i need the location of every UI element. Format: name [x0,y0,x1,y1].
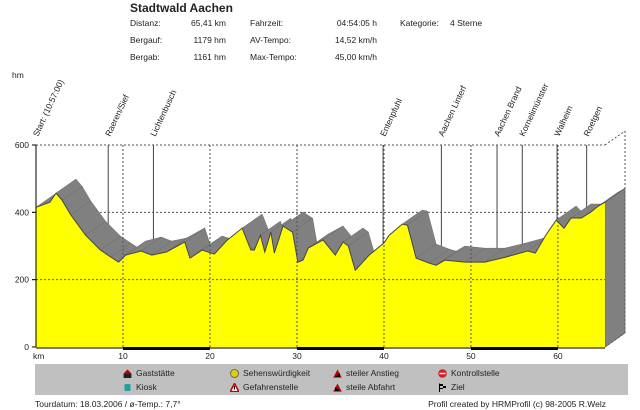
stat-label: Bergab: [130,52,160,62]
x-tick-label: 60 [553,351,563,361]
tour-date: Tourdatum: 18.03.2006 / ø-Temp.: 7,7° [35,399,181,409]
danger-icon [230,382,239,392]
waypoint-label: Raeren/Sief [103,92,131,137]
legend-label: steile Abfahrt [346,382,396,392]
x-axis-label: km [33,351,44,361]
stat-value: 04:54:05 h [336,18,377,28]
sight-icon [230,368,239,378]
y-tick-label: 400 [15,207,29,217]
waypoint-label: Lichtenbusch [148,88,178,138]
waypoint-label: Roetgen [581,104,604,138]
legend-label: Gefahrenstelle [243,382,299,392]
x-tick-label: 10 [118,351,128,361]
legend-label: steiler Anstieg [346,368,399,378]
legend: Gaststätte Kiosk Sehenswürdigkeit Gefahr… [35,364,628,395]
gridline-depth [604,130,626,146]
y-tick-label: 600 [15,140,29,150]
stat-value: 45,00 km/h [334,52,377,62]
x-tick-label: 20 [205,351,215,361]
house-icon [123,369,132,378]
legend-label: Ziel [451,382,465,392]
legend-item: steiler Anstieg [333,368,399,378]
steep-down-icon [333,383,342,392]
legend-item: Gaststätte [123,368,175,378]
stat-value: 14,52 km/h [334,35,377,45]
x-tick-label: 40 [379,351,389,361]
legend-item: steile Abfahrt [333,382,395,392]
stat-value: 1161 hm [193,52,226,62]
elevation-line [35,192,606,272]
stat-label: Distanz: [130,18,161,28]
x-tick-label: 30 [292,351,302,361]
legend-label: Sehenswürdigkeit [243,368,311,378]
y-tick-label: 0 [24,342,29,352]
x-tick-label: 50 [466,351,476,361]
x-axis-segment [122,347,210,350]
x-axis-segment [296,347,384,350]
waypoint-label: Entenpfuhl [378,97,404,138]
legend-item: Kiosk [123,382,157,392]
stop-icon [438,368,447,378]
stat-label: AV-Tempo: [250,35,291,45]
credits: Profil created by HRMProfil (c) 98-2005 … [428,399,606,409]
y-tick-label: 200 [15,275,29,285]
legend-item: Gefahrenstelle [230,382,298,392]
stat-value: 4 Sterne [450,18,483,28]
legend-item: Ziel [438,382,465,392]
stat-label: Max-Tempo: [250,52,297,62]
waypoint-label: Walheim [552,104,575,138]
stat-label: Kategorie: [400,18,439,28]
steep-up-icon [333,369,342,378]
legend-item: Kontrollstelle [438,368,500,378]
elevation-area [36,193,605,347]
finish-flag-icon [439,383,446,392]
kiosk-icon [124,383,131,391]
legend-item: Sehenswürdigkeit [230,368,310,378]
stat-label: Fahrzeit: [250,18,284,28]
legend-label: Gaststätte [136,368,175,378]
profile-side-face [604,187,626,348]
x-axis-segment [470,347,558,350]
waypoint-label: Aachen Linterf [436,83,468,137]
stat-value: 65,41 km [191,18,226,28]
legend-label: Kiosk [136,382,157,392]
y-axis-label: hm [12,70,24,80]
elevation-chart: 0 200 400 600 10 20 30 40 50 60 hm km Start: (10:57:… [12,70,626,361]
waypoint-label: Start: (10:57:00) [31,78,66,138]
stat-label: Bergauf: [130,35,163,45]
tour-title: Stadtwald Aachen [130,1,233,15]
legend-label: Kontrollstelle [451,368,500,378]
stat-value: 1179 hm [193,35,226,45]
